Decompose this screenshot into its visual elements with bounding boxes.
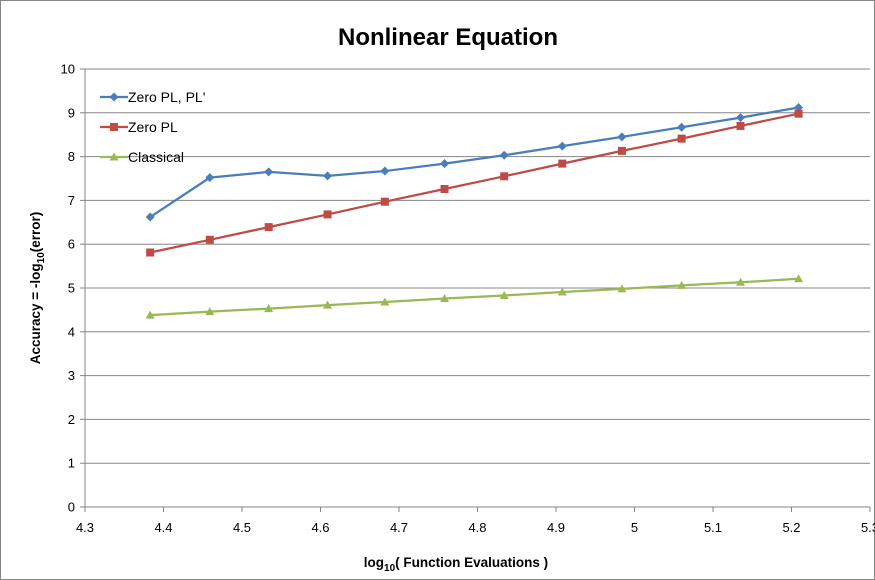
legend-label: Zero PL, PL' [128, 89, 205, 105]
data-point [264, 304, 274, 313]
data-point [380, 197, 389, 206]
y-tick-labels: 0 1 2 3 4 5 6 7 8 9 10 [61, 62, 75, 515]
x-axis-label-prefix: log [364, 555, 384, 570]
legend-item: Classical [100, 149, 184, 165]
y-tick-label: 5 [68, 281, 75, 296]
x-tick-label: 5.1 [704, 520, 722, 535]
y-tick-label: 0 [68, 500, 75, 515]
x-tick-labels: 4.3 4.4 4.5 4.6 4.7 4.8 4.9 5 5.1 5.2 5.3 [76, 520, 875, 535]
data-point [205, 173, 215, 183]
data-point [145, 212, 155, 222]
axes [80, 68, 871, 512]
legend: Zero PL, PL' Zero PL Classical [100, 89, 205, 165]
series-line [149, 112, 799, 254]
data-point [499, 150, 509, 160]
x-tick-label: 4.8 [468, 520, 486, 535]
y-axis-label-subscript: 10 [36, 252, 47, 264]
data-point [264, 223, 273, 232]
data-point [499, 290, 509, 299]
data-point [323, 171, 333, 181]
y-tick-label: 10 [61, 62, 75, 77]
x-tick-label: 4.9 [547, 520, 565, 535]
data-point [205, 235, 214, 244]
x-axis-label-subscript: 10 [384, 563, 396, 574]
data-point [146, 248, 155, 257]
legend-label: Zero PL [128, 119, 178, 135]
y-tick-label: 9 [68, 105, 75, 120]
y-tick-label: 7 [68, 193, 75, 208]
data-point [794, 274, 804, 283]
data-point [617, 284, 627, 293]
data-point [323, 210, 332, 219]
x-tick-label: 5.3 [861, 520, 875, 535]
y-tick-label: 6 [68, 237, 75, 252]
y-axis-label: Accuracy = -log10(error) [28, 212, 47, 365]
data-point [205, 307, 215, 316]
data-point [557, 287, 567, 296]
data-point [617, 132, 627, 142]
x-axis-label: log10( Function Evaluations ) [364, 555, 548, 574]
data-point [440, 159, 450, 169]
series [145, 103, 804, 319]
legend-item: Zero PL, PL' [100, 89, 205, 105]
data-point [794, 109, 803, 118]
y-tick-label: 8 [68, 149, 75, 164]
data-point [323, 300, 333, 309]
y-tick-label: 1 [68, 456, 75, 471]
x-tick-label: 4.3 [76, 520, 94, 535]
data-point [735, 113, 745, 123]
data-point [617, 146, 626, 155]
y-tick-label: 4 [68, 324, 75, 339]
y-axis-label-prefix: Accuracy = -log [28, 263, 43, 364]
x-tick-label: 5 [631, 520, 638, 535]
legend-label: Classical [128, 149, 184, 165]
x-tick-label: 4.7 [390, 520, 408, 535]
y-tick-label: 2 [68, 412, 75, 427]
x-axis-label-suffix: ( Function Evaluations ) [395, 555, 548, 570]
chart-title: Nonlinear Equation [338, 24, 558, 51]
legend-item: Zero PL [100, 119, 178, 135]
legend-swatch-marker [109, 92, 119, 102]
data-point [677, 134, 686, 143]
x-tick-label: 4.4 [154, 520, 172, 535]
data-point [677, 280, 687, 289]
data-point [264, 167, 274, 177]
data-point [558, 159, 567, 168]
series-2 [146, 109, 803, 257]
data-point [500, 172, 509, 181]
data-point [145, 310, 155, 319]
data-point [735, 277, 745, 286]
data-point [736, 121, 745, 130]
data-point [440, 294, 450, 303]
data-point [677, 122, 687, 132]
data-point [440, 185, 449, 194]
series-line [149, 106, 799, 218]
series-1 [145, 103, 804, 222]
data-point [380, 297, 390, 306]
series-3 [145, 274, 804, 319]
y-tick-label: 3 [68, 368, 75, 383]
data-point [557, 141, 567, 151]
legend-swatch-marker [110, 123, 118, 131]
x-tick-label: 5.2 [782, 520, 800, 535]
series-line [150, 277, 799, 317]
x-tick-label: 4.5 [233, 520, 251, 535]
x-tick-label: 4.6 [311, 520, 329, 535]
data-point [380, 166, 390, 176]
gridlines [85, 68, 870, 464]
y-axis-label-suffix: (error) [28, 212, 43, 253]
legend-swatch-marker [109, 152, 119, 161]
